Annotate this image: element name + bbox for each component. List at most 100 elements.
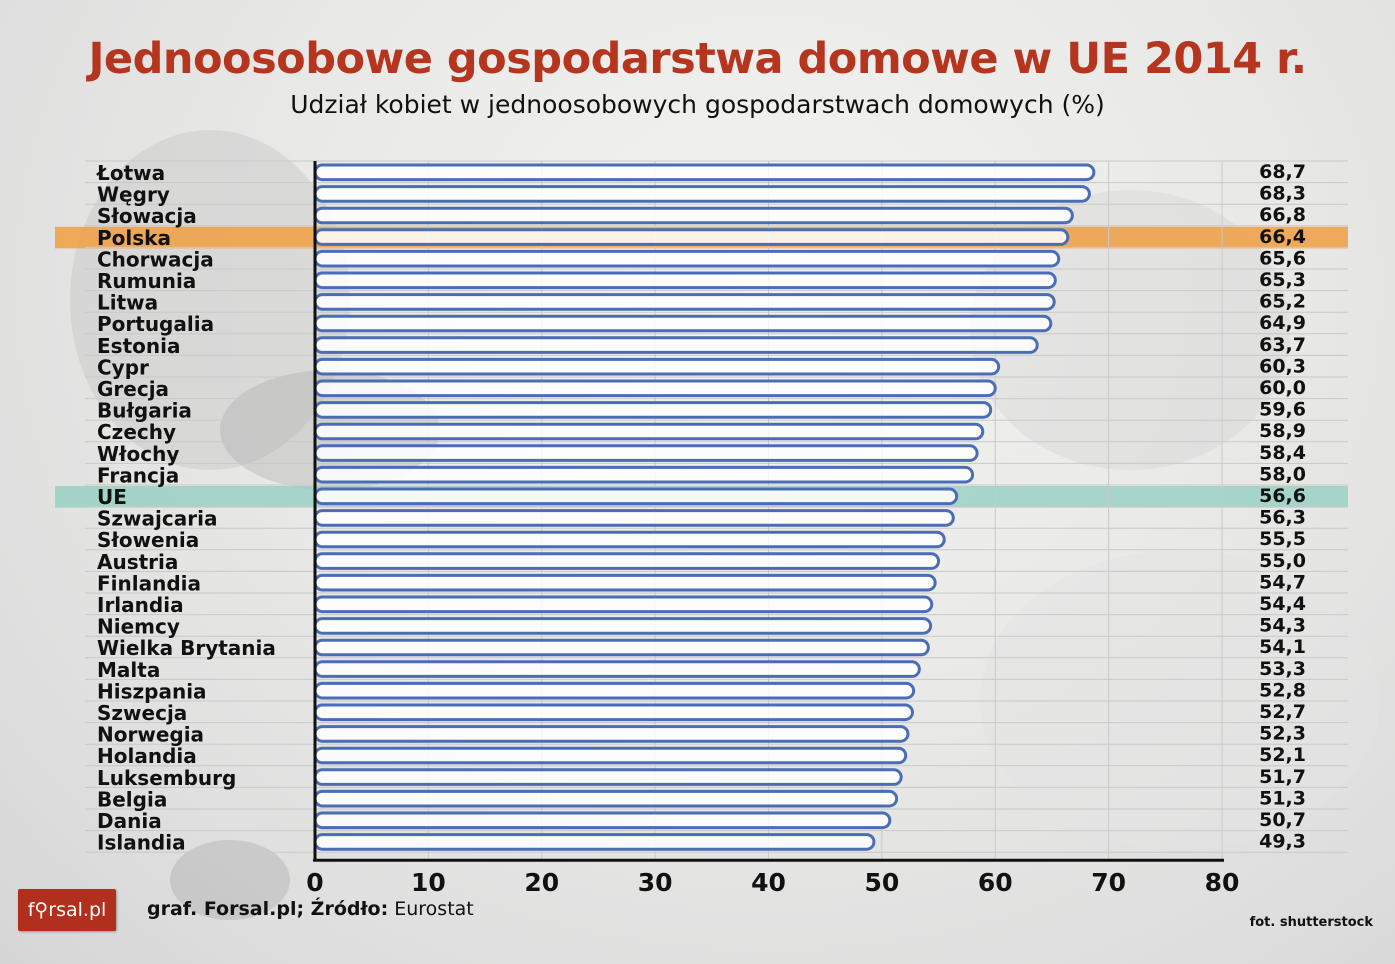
category-label: Irlandia	[97, 593, 184, 617]
value-label: 68,3	[1259, 183, 1306, 205]
value-label: 55,5	[1259, 528, 1306, 550]
category-label: Cypr	[97, 355, 149, 379]
value-label: 54,7	[1259, 571, 1306, 593]
bar-litwa	[313, 293, 1056, 311]
value-label: 65,2	[1259, 291, 1306, 313]
bar-wielka-brytania	[313, 638, 930, 657]
category-label: Norwegia	[97, 723, 204, 747]
category-label: Islandia	[97, 831, 186, 855]
bar-słowacja	[313, 206, 1074, 225]
bar-grecja	[313, 379, 997, 398]
x-tick-label: 50	[864, 868, 899, 897]
value-label: 65,3	[1259, 269, 1306, 291]
value-label: 54,1	[1259, 636, 1306, 658]
bar-francja	[313, 465, 975, 484]
bar-estonia	[313, 336, 1039, 354]
category-label: Włochy	[97, 442, 179, 466]
source-prefix: graf. Forsal.pl; Źródło:	[147, 898, 389, 920]
bar-finlandia	[313, 573, 937, 592]
category-label: Francja	[97, 463, 179, 487]
forsal-logo[interactable]: f⚲rsal.pl	[18, 889, 116, 931]
category-label: Niemcy	[97, 615, 180, 639]
bar-szwajcaria	[313, 509, 955, 527]
bar-belgia	[313, 789, 899, 808]
source-note: graf. Forsal.pl; Źródło: Eurostat	[147, 898, 474, 920]
value-label: 58,4	[1259, 442, 1306, 464]
bar-malta	[313, 660, 921, 678]
value-label: 60,0	[1259, 377, 1306, 399]
category-label: Szwecja	[97, 701, 187, 725]
value-label: 51,7	[1259, 766, 1306, 788]
bar-ue	[313, 487, 959, 506]
bar-portugalia	[313, 314, 1053, 333]
value-label: 66,8	[1259, 204, 1306, 226]
bar-hiszpania	[313, 681, 916, 700]
x-tick-label: 40	[751, 868, 786, 897]
value-label: 54,3	[1259, 615, 1306, 637]
bar-dania	[313, 811, 892, 830]
value-label: 49,3	[1259, 831, 1306, 853]
chart-title: Jednoosobowe gospodarstwa domowe w UE 20…	[88, 34, 1307, 84]
value-label: 56,3	[1259, 507, 1306, 529]
x-tick-label: 10	[411, 868, 446, 897]
category-label: Łotwa	[96, 161, 165, 185]
category-label: Polska	[97, 226, 171, 250]
value-label: 51,3	[1259, 787, 1306, 809]
category-label: Portugalia	[97, 312, 214, 336]
category-label: Holandia	[97, 744, 197, 768]
x-tick-label: 70	[1091, 868, 1126, 897]
value-label: 52,3	[1259, 723, 1306, 745]
category-label: Hiszpania	[97, 679, 207, 703]
bar-węgry	[313, 185, 1091, 203]
bar-luksemburg	[313, 768, 903, 786]
value-label: 60,3	[1259, 355, 1306, 377]
bar-austria	[313, 552, 941, 570]
bar-polska	[313, 228, 1070, 246]
chart-subtitle: Udział kobiet w jednoosobowych gospodars…	[290, 90, 1105, 119]
value-label: 63,7	[1259, 334, 1306, 356]
bar-islandia	[313, 833, 876, 851]
value-label: 58,0	[1259, 463, 1306, 485]
category-label: Chorwacja	[97, 247, 214, 271]
category-label: Słowenia	[97, 528, 199, 552]
category-label: Rumunia	[97, 269, 196, 293]
x-tick-label: 0	[306, 868, 323, 897]
value-label: 54,4	[1259, 593, 1306, 615]
category-label: Malta	[97, 658, 160, 682]
category-label: Wielka Brytania	[97, 636, 276, 660]
bar-szwecja	[313, 703, 914, 722]
value-label: 65,6	[1259, 247, 1306, 269]
category-label: Czechy	[97, 420, 176, 444]
category-label: Węgry	[97, 183, 170, 207]
category-label: Belgia	[97, 787, 167, 811]
category-label: Słowacja	[97, 204, 197, 228]
value-label: 56,6	[1259, 485, 1306, 507]
bar-łotwa	[313, 163, 1096, 182]
category-label: Bułgaria	[97, 399, 192, 423]
value-label: 52,1	[1259, 744, 1306, 766]
category-label: Finlandia	[97, 571, 201, 595]
category-label: Dania	[97, 809, 162, 833]
value-label: 53,3	[1259, 658, 1306, 680]
category-label: Luksemburg	[97, 766, 236, 790]
category-label: Grecja	[97, 377, 169, 401]
x-tick-label: 30	[638, 868, 673, 897]
category-label: Estonia	[97, 334, 180, 358]
value-label: 58,9	[1259, 420, 1306, 442]
x-tick-label: 60	[978, 868, 1013, 897]
category-label: UE	[97, 485, 127, 509]
bar-chorwacja	[313, 249, 1061, 268]
bar-czechy	[313, 422, 985, 441]
value-label: 52,8	[1259, 679, 1306, 701]
source-name: Eurostat	[394, 898, 474, 920]
bar-niemcy	[313, 617, 933, 635]
value-label: 50,7	[1259, 809, 1306, 831]
bar-rumunia	[313, 271, 1057, 290]
value-label: 68,7	[1259, 161, 1306, 183]
x-tick-label: 20	[524, 868, 559, 897]
bar-holandia	[313, 746, 908, 765]
bar-słowenia	[313, 530, 946, 549]
bar-włochy	[313, 444, 979, 462]
bar-norwegia	[313, 725, 910, 743]
